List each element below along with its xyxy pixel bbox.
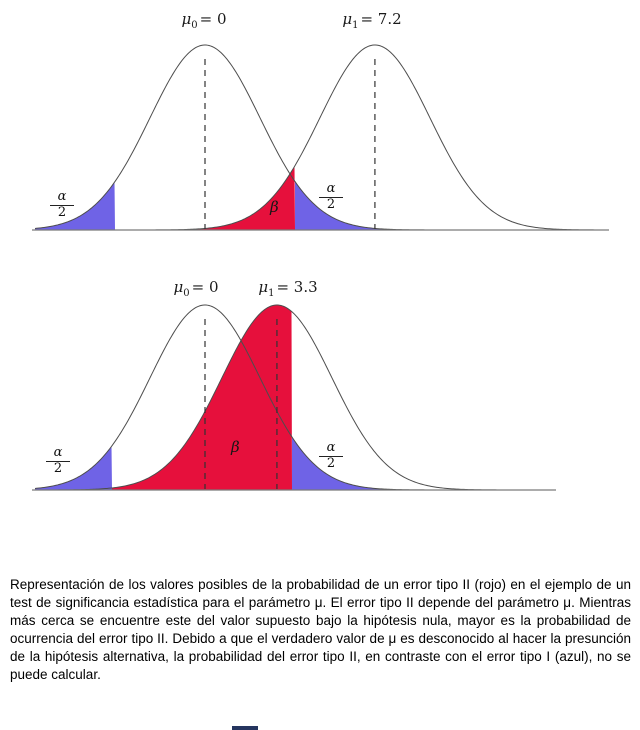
mu-symbol: μ [181,10,192,28]
mu-symbol: μ [342,10,353,28]
mu-symbol: μ [258,278,269,296]
beta-region [35,305,292,490]
mu-subscript: 1 [352,20,359,31]
figure-caption: Representación de los valores posibles d… [10,577,631,682]
mu1-label-top: μ1 = 7.2 [334,10,410,31]
alpha-half-label-left-top: α 2 [50,189,74,221]
alpha-right-region [295,181,609,230]
beta-label-bottom: β [231,438,240,456]
mu-value: = 0 [191,278,219,296]
alpha-denominator: 2 [57,204,67,220]
alpha-symbol: α [319,181,343,198]
alpha-symbol: α [319,440,343,457]
alpha-denominator: 2 [326,196,336,212]
alpha-symbol: α [50,189,74,206]
mu-subscript: 1 [268,288,275,299]
mu-subscript: 0 [183,288,190,299]
beta-label-top: β [270,198,279,216]
bottom-distribution-chart [32,304,556,491]
mu-value: = 3.3 [276,278,318,296]
alpha-left-region [35,446,112,490]
alpha-left-region [35,182,115,230]
mu0-label-bottom: μ0 = 0 [160,278,232,299]
mu0-label-top: μ0 = 0 [168,10,240,31]
mu-symbol: μ [173,278,184,296]
alpha-half-label-left-bottom: α 2 [46,445,70,477]
top-distribution-chart [32,44,609,231]
alpha-denominator: 2 [326,455,336,471]
alpha-right-region [292,437,556,490]
alpha-symbol: α [46,445,70,462]
alpha-half-label-right-bottom: α 2 [319,440,343,472]
cutoff-ui-fragment [232,726,258,730]
mu-subscript: 0 [191,20,198,31]
mu-value: = 7.2 [360,10,402,28]
beta-region [35,166,295,230]
alpha-half-label-right-top: α 2 [319,181,343,213]
mu-value: = 0 [199,10,227,28]
mu1-label-bottom: μ1 = 3.3 [248,278,328,299]
alpha-denominator: 2 [53,460,63,476]
